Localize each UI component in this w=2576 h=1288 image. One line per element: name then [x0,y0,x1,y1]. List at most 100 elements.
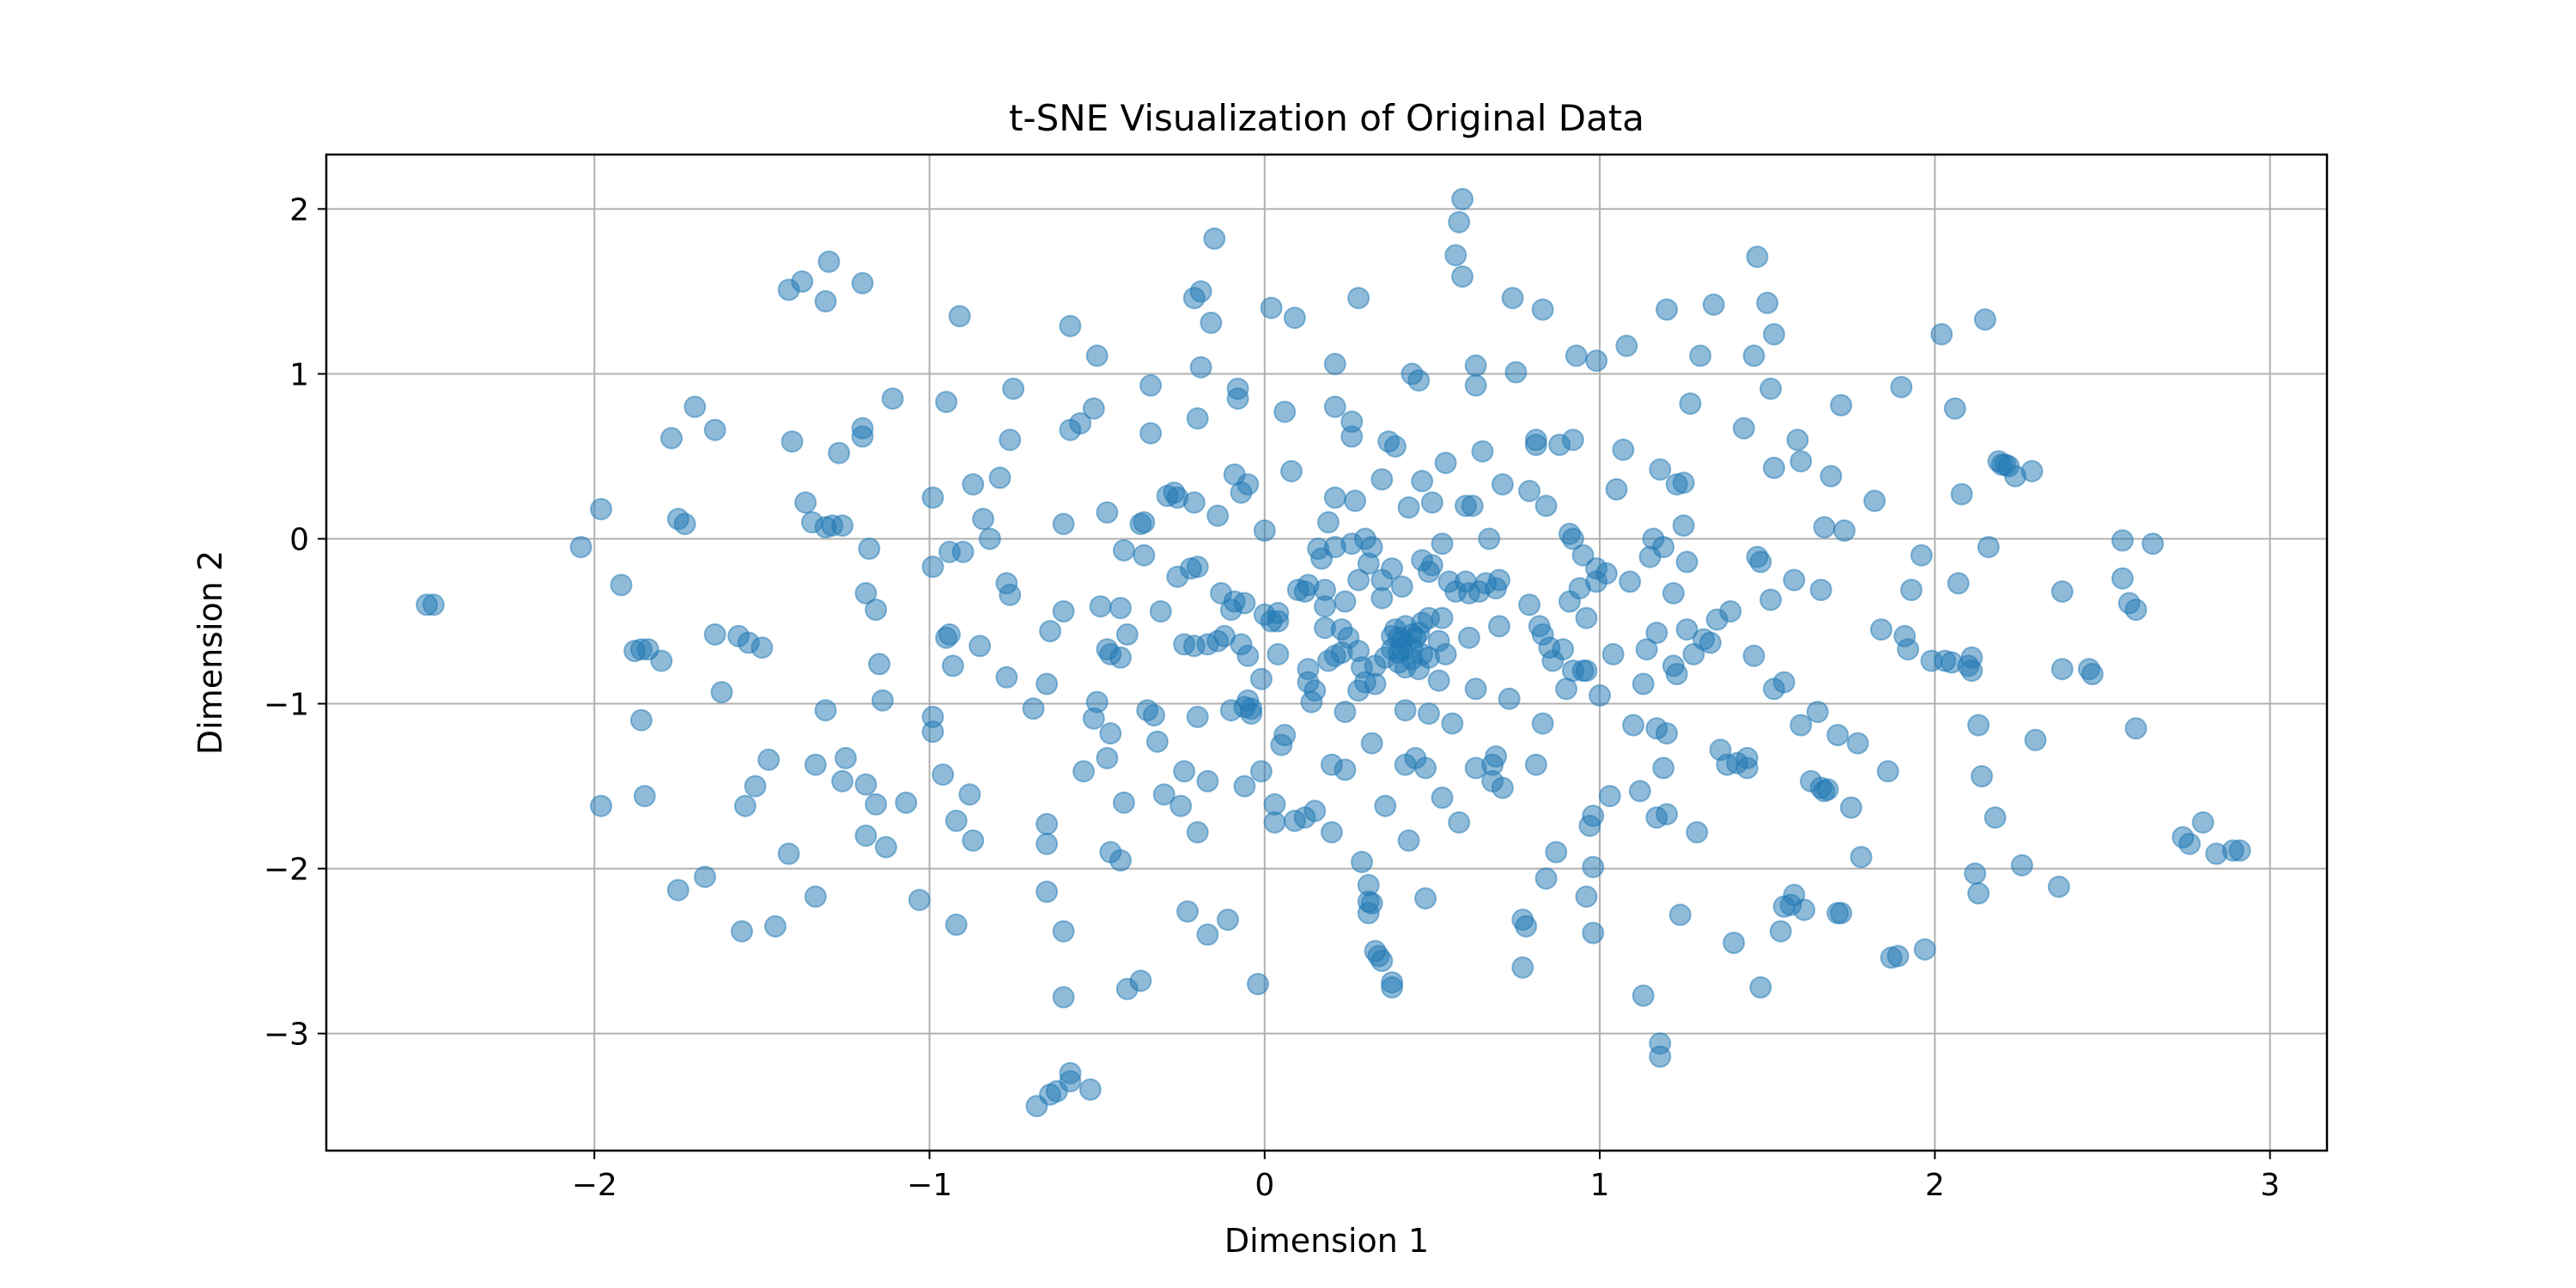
data-point [2228,839,2251,862]
data-point [1977,536,2000,559]
data-point [1186,556,1209,579]
data-point [1793,898,1816,921]
data-point [1381,557,1404,580]
data-point [1511,956,1534,979]
data-point [1397,496,1420,519]
data-point [1515,914,1538,938]
data-point [1595,562,1618,585]
data-point [1317,511,1340,534]
data-point [935,391,957,414]
data-point [1575,606,1598,629]
data-point [1059,314,1082,337]
data-point [1323,395,1346,418]
data-point [921,720,945,744]
x-tick-label: 3 [2260,1168,2280,1203]
data-point [941,654,964,677]
data-point [1273,400,1297,423]
data-point [1656,298,1679,321]
data-point [1347,287,1370,310]
data-point [1109,646,1132,669]
data-point [2111,529,2134,552]
data-point [1763,456,1785,479]
data-point [1869,618,1893,641]
data-point [1561,527,1584,550]
data-point [1571,544,1595,567]
data-point [1820,465,1843,488]
data-point [1675,618,1698,641]
data-point [1806,701,1829,724]
data-point [851,271,874,295]
y-tick-label: 0 [289,522,309,557]
data-point [1485,745,1508,768]
data-point [1622,714,1645,737]
y-axis-ticks: −3 −2 −1 0 1 2 [264,192,326,1053]
data-point [1434,642,1457,665]
data-point [935,626,957,649]
data-point [1461,495,1484,518]
data-point [1182,491,1206,514]
data-point [1652,536,1675,559]
data-point [1534,495,1558,518]
data-point [1451,265,1474,289]
data-point [1545,841,1568,864]
data-point [1078,1078,1102,1101]
data-point [1665,663,1688,685]
data-point [1668,903,1692,927]
data-point [814,289,837,313]
data-point [1236,644,1260,667]
data-point [1420,554,1443,577]
data-point [1575,885,1598,908]
data-point [1394,699,1417,722]
data-point [1247,973,1269,995]
data-point [1789,714,1813,737]
data-point [1249,667,1273,690]
data-point [817,250,841,273]
data-point [633,785,656,808]
data-point [1206,504,1230,527]
data-point [1303,679,1327,702]
data-point [932,763,955,787]
data-point [908,889,931,912]
data-point [1826,724,1850,746]
data-point [794,491,817,514]
data-point [750,636,774,659]
y-tick-label: 1 [289,357,309,392]
data-point [1039,620,1061,642]
data-point [422,593,445,617]
data-point [1759,377,1783,400]
data-point [1464,677,1487,701]
data-point [1085,344,1109,368]
data-point [921,556,945,579]
data-point [1561,428,1584,452]
data-point [1886,945,1910,968]
data-point [1233,592,1256,615]
data-point [2010,854,2033,877]
data-point [1846,732,1869,755]
data-point [1414,756,1437,780]
data-point [1575,659,1598,683]
data-point [1143,704,1165,726]
data-point [1072,760,1095,783]
data-point [2050,580,2074,603]
data-point [895,791,918,814]
data-point [1431,532,1454,556]
data-point [1950,483,1973,506]
data-point [2081,663,2104,685]
x-tick-label: 2 [1925,1168,1945,1203]
data-point [1240,702,1263,726]
data-point [828,441,851,465]
data-point [1524,428,1547,452]
data-point [1759,588,1783,611]
data-point [1504,361,1528,384]
data-point [1746,246,1769,269]
y-tick-label: 2 [289,192,309,228]
data-point [2020,459,2044,483]
data-point [1334,758,1357,781]
data-point [1652,756,1675,780]
data-point [1173,760,1196,783]
data-point [733,794,756,817]
data-point [764,914,787,938]
data-point [814,699,837,722]
data-point [1735,756,1759,780]
